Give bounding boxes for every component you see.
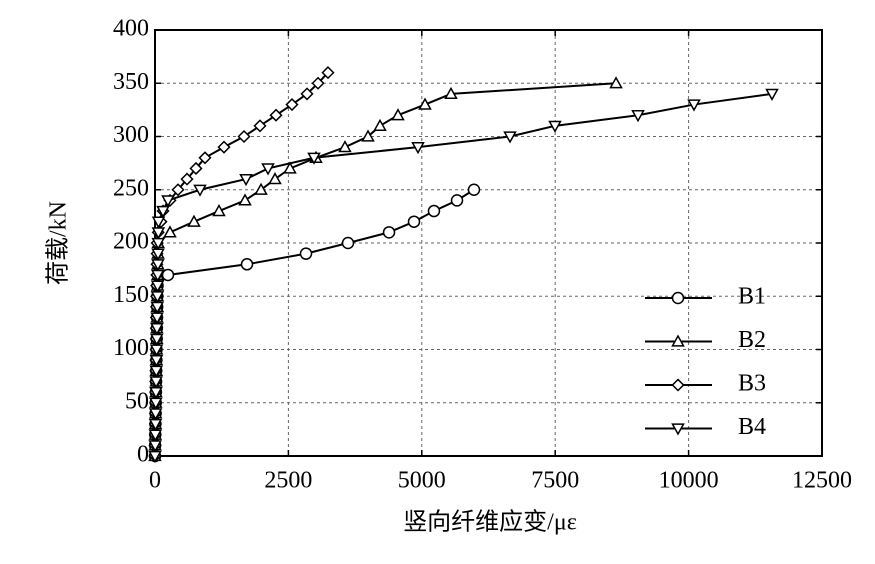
marker (609, 76, 623, 89)
x-tick-label: 12500 (792, 468, 852, 494)
marker (238, 193, 252, 206)
series-line (154, 82, 617, 457)
marker (382, 226, 396, 239)
marker (341, 236, 355, 250)
legend-label: B1 (738, 284, 766, 310)
marker (503, 131, 517, 144)
y-tick-label: 350 (113, 69, 149, 95)
marker (156, 205, 170, 219)
y-tick-label: 300 (113, 122, 149, 148)
marker (299, 247, 313, 260)
marker (307, 152, 321, 165)
marker (548, 120, 562, 133)
legend-marker (671, 291, 685, 305)
marker (240, 258, 254, 271)
legend-label: B2 (738, 327, 766, 353)
x-axis-label: 竖向纤维应变/με (403, 509, 577, 536)
marker (187, 214, 201, 227)
legend-marker (671, 423, 685, 436)
marker (411, 142, 425, 155)
marker (161, 195, 175, 208)
marker (321, 66, 335, 80)
marker (254, 182, 268, 195)
marker (268, 172, 282, 185)
marker (180, 172, 194, 186)
marker (212, 204, 226, 217)
y-tick-label: 100 (113, 335, 149, 361)
marker (300, 87, 314, 101)
marker (418, 97, 432, 110)
y-tick-label: 250 (113, 175, 149, 201)
y-tick-label: 50 (125, 388, 149, 414)
series-line (154, 188, 475, 457)
x-tick-label: 2500 (264, 468, 312, 494)
marker (198, 151, 212, 165)
marker (163, 225, 177, 238)
marker (253, 119, 267, 133)
marker (765, 88, 779, 101)
marker (391, 108, 405, 121)
marker (338, 140, 352, 153)
marker (285, 97, 299, 112)
marker (373, 118, 387, 131)
marker (161, 268, 175, 282)
marker (283, 161, 297, 174)
x-tick-label: 0 (149, 468, 161, 494)
marker (239, 173, 253, 187)
series-line (154, 92, 773, 457)
legend-marker (671, 334, 685, 347)
marker (261, 163, 275, 176)
marker (687, 99, 701, 112)
x-tick-label: 7500 (531, 468, 579, 494)
y-tick-label: 400 (113, 16, 149, 42)
x-tick-label: 10000 (659, 468, 719, 494)
marker (171, 183, 185, 197)
marker (444, 86, 458, 100)
marker (189, 161, 203, 176)
marker (407, 215, 421, 228)
marker (151, 216, 166, 229)
marker (361, 129, 375, 142)
marker (450, 194, 464, 207)
marker (237, 129, 251, 144)
marker (311, 76, 325, 90)
marker (217, 140, 231, 154)
x-tick-label: 5000 (398, 468, 446, 494)
legend-label: B4 (738, 414, 766, 440)
marker (269, 108, 283, 122)
marker (427, 204, 441, 218)
legend-marker (671, 378, 685, 392)
marker (631, 110, 645, 123)
y-tick-label: 200 (113, 229, 149, 255)
y-axis-label: 荷载/kN (45, 201, 72, 285)
y-tick-label: 0 (137, 442, 149, 468)
marker (467, 183, 481, 196)
legend-label: B3 (738, 371, 766, 397)
y-tick-label: 150 (113, 282, 149, 308)
marker (193, 184, 207, 197)
